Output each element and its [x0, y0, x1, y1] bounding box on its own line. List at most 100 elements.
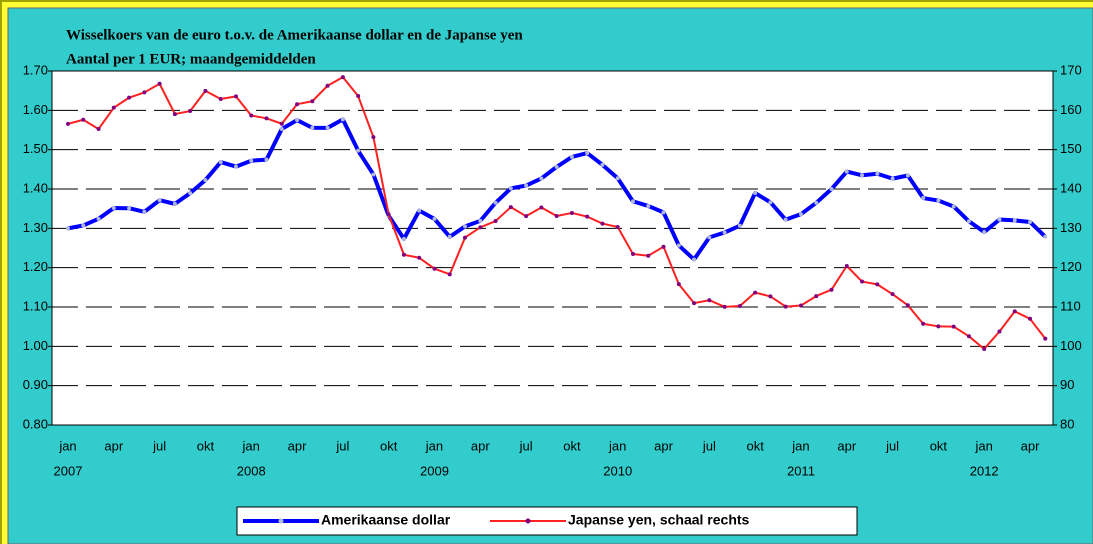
- series-marker: [172, 112, 177, 117]
- series-marker: [249, 113, 254, 118]
- series-marker: [722, 304, 727, 309]
- series-marker: [829, 187, 834, 192]
- series-marker: [905, 303, 910, 308]
- series-marker: [1028, 219, 1033, 224]
- series-marker: [768, 200, 773, 205]
- series-marker: [157, 198, 162, 203]
- y2-tick-label: 80: [1060, 416, 1074, 431]
- series-marker: [493, 219, 498, 224]
- x-tick-label: jan: [242, 438, 260, 453]
- series-marker: [1012, 309, 1017, 314]
- series-marker: [417, 255, 422, 260]
- series-marker: [569, 154, 574, 159]
- series-marker: [875, 282, 880, 287]
- legend-label: Japanse yen, schaal rechts: [568, 512, 750, 528]
- series-marker: [829, 287, 834, 292]
- series-marker: [936, 324, 941, 329]
- x-year-label: 2012: [970, 463, 999, 478]
- x-tick-label: jul: [885, 438, 899, 453]
- x-tick-label: jul: [519, 438, 533, 453]
- y2-tick-label: 170: [1060, 62, 1082, 77]
- series-marker: [798, 303, 803, 308]
- series-marker: [310, 99, 315, 104]
- series-marker: [569, 210, 574, 215]
- series-marker: [600, 221, 605, 226]
- series-marker: [921, 321, 926, 326]
- x-year-label: 2009: [420, 463, 449, 478]
- series-marker: [524, 214, 529, 219]
- series-marker: [432, 216, 437, 221]
- legend-label: Amerikaanse dollar: [321, 512, 451, 528]
- series-marker: [524, 183, 529, 188]
- series-marker: [890, 292, 895, 297]
- series-marker: [356, 148, 361, 153]
- series-marker: [783, 217, 788, 222]
- series-marker: [630, 199, 635, 204]
- series-marker: [432, 266, 437, 271]
- series-marker: [844, 264, 849, 269]
- y-tick-label: 1.00: [23, 338, 48, 353]
- series-marker: [188, 191, 193, 196]
- series-marker: [585, 151, 590, 156]
- series-marker: [997, 329, 1002, 334]
- series-marker: [478, 218, 483, 223]
- x-year-label: 2008: [237, 463, 266, 478]
- series-marker: [661, 210, 666, 215]
- series-marker: [142, 90, 147, 95]
- series-marker: [1028, 316, 1033, 321]
- x-tick-label: okt: [746, 438, 764, 453]
- series-marker: [493, 200, 498, 205]
- series-marker: [615, 176, 620, 181]
- series-marker: [798, 212, 803, 217]
- x-tick-label: apr: [104, 438, 123, 453]
- series-marker: [692, 257, 697, 262]
- series-marker: [371, 172, 376, 177]
- series-marker: [172, 201, 177, 206]
- series-marker: [127, 95, 132, 100]
- x-year-label: 2011: [787, 463, 815, 478]
- series-marker: [142, 209, 147, 214]
- series-marker: [310, 125, 315, 130]
- series-marker: [340, 75, 345, 80]
- series-marker: [844, 169, 849, 174]
- x-tick-label: okt: [930, 438, 948, 453]
- legend-marker: [525, 518, 531, 524]
- chart-subtitle: Aantal per 1 EUR; maandgemiddelden: [66, 51, 316, 67]
- series-marker: [233, 164, 238, 169]
- x-tick-label: jan: [791, 438, 809, 453]
- series-marker: [386, 212, 391, 217]
- series-marker: [966, 219, 971, 224]
- series-marker: [264, 116, 269, 121]
- series-marker: [325, 83, 330, 88]
- x-tick-label: jan: [58, 438, 76, 453]
- series-marker: [203, 88, 208, 93]
- series-marker: [66, 121, 70, 126]
- series-marker: [585, 214, 590, 219]
- series-marker: [66, 226, 70, 231]
- series-marker: [646, 203, 651, 208]
- series-marker: [966, 334, 971, 339]
- y-tick-label: 1.40: [23, 180, 48, 195]
- series-marker: [81, 223, 86, 228]
- series-marker: [860, 279, 865, 284]
- x-tick-label: okt: [197, 438, 215, 453]
- series-marker: [96, 216, 101, 221]
- y-tick-label: 1.30: [23, 220, 48, 235]
- series-marker: [783, 304, 788, 309]
- series-marker: [1043, 336, 1048, 341]
- x-year-label: 2010: [603, 463, 632, 478]
- series-marker: [982, 230, 987, 235]
- series-marker: [111, 105, 116, 110]
- series-marker: [615, 224, 620, 229]
- y2-tick-label: 130: [1060, 220, 1082, 235]
- series-marker: [111, 206, 116, 211]
- series-marker: [860, 173, 865, 178]
- series-marker: [508, 186, 513, 191]
- series-marker: [875, 171, 880, 176]
- series-marker: [157, 81, 162, 86]
- series-marker: [417, 208, 422, 213]
- series-marker: [218, 96, 223, 101]
- x-tick-label: jan: [425, 438, 443, 453]
- series-marker: [722, 230, 727, 235]
